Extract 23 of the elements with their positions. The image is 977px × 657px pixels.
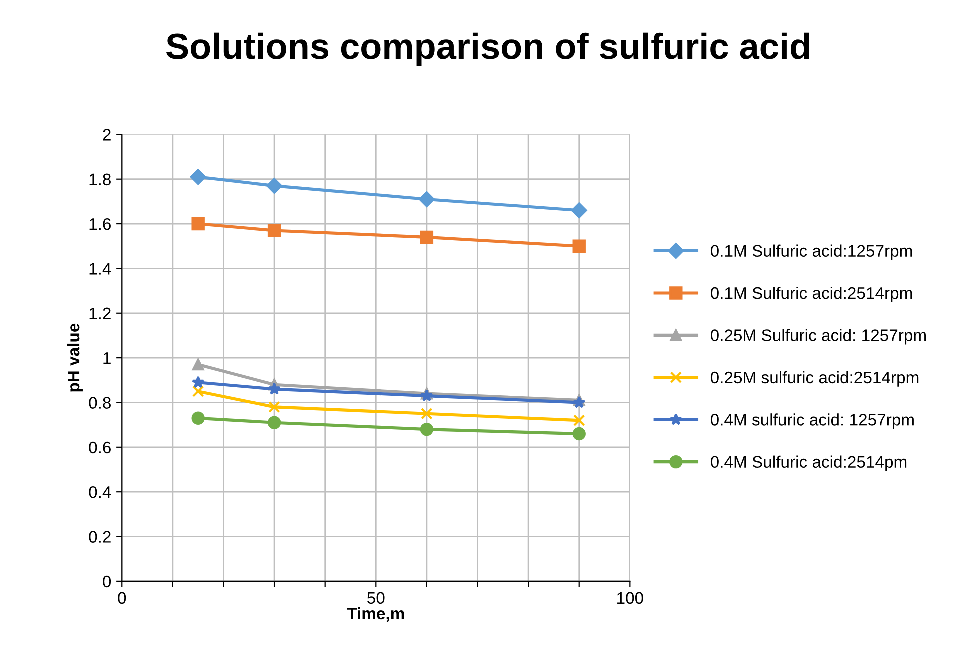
legend-label: 0.4M Sulfuric acid:2514pm xyxy=(710,456,907,472)
y-tick-label: 0.2 xyxy=(89,531,111,543)
y-tick-label: 1.2 xyxy=(90,308,111,320)
y-tick-label: 0 xyxy=(103,576,112,588)
y-tick-label: 0.6 xyxy=(89,442,111,454)
y-tick-label: 1 xyxy=(104,352,111,364)
y-tick-label: 0.8 xyxy=(89,397,111,409)
legend-label: 0.25M sulfuric acid:2514rpm xyxy=(710,371,919,387)
y-tick-label: 1.6 xyxy=(90,218,111,230)
y-tick-label: 1.8 xyxy=(90,174,111,186)
legend-label: 0.1M Sulfuric acid:2514rpm xyxy=(710,286,912,303)
y-tick-label: 0.4 xyxy=(89,486,112,498)
legend-label: 0.4M sulfuric acid: 1257rpm xyxy=(710,414,914,430)
legend-label: 0.1M Sulfuric acid:1257rpm xyxy=(710,244,912,260)
y-axis-title: pH value xyxy=(67,324,83,392)
x-tick-label: 100 xyxy=(618,592,644,604)
legend-label: 0.25M Sulfuric acid: 1257rpm xyxy=(710,329,926,345)
y-tick-label: 2 xyxy=(103,129,111,141)
chart-title: Solutions comparison of sulfuric acid xyxy=(166,32,810,67)
y-tick-label: 1.4 xyxy=(90,263,112,275)
x-tick-label: 50 xyxy=(368,592,385,604)
x-tick-label: 0 xyxy=(118,592,126,604)
x-axis-title: Time,m xyxy=(347,607,404,622)
